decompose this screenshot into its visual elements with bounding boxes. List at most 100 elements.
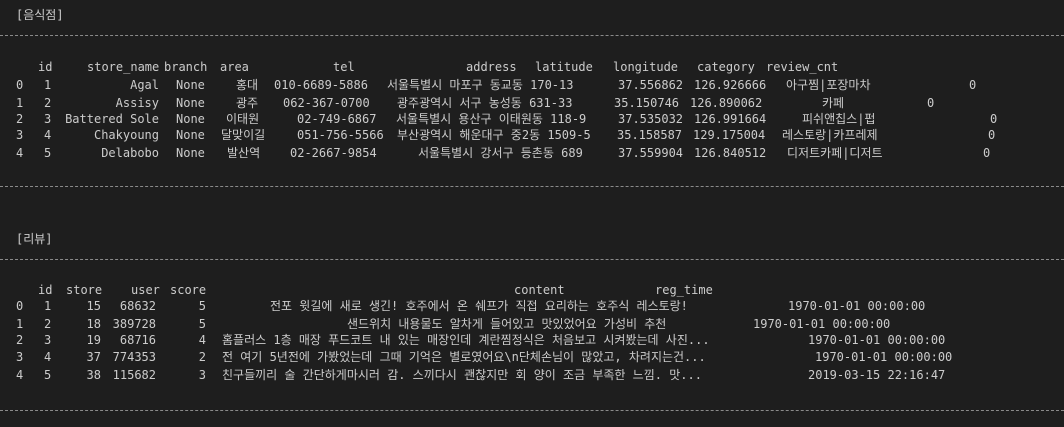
separator [0, 35, 1064, 36]
row-index: 1 [16, 96, 24, 110]
col-header-score: score [170, 283, 207, 297]
cell-id: 4 [44, 128, 52, 142]
cell-id: 4 [44, 350, 52, 364]
section-title-reviews: [리뷰] [16, 232, 53, 246]
col-header-id: id [38, 60, 53, 74]
cell-store-name: Agal [130, 78, 159, 92]
cell-area: 달맞이길 [221, 128, 266, 142]
cell-review-cnt: 0 [988, 128, 996, 142]
col-header-category: category [697, 60, 755, 74]
cell-content: 전 여기 5년전에 가봤었는데 그때 기억은 별로였어요\n단체손님이 많았고,… [222, 350, 706, 364]
col-header-store-name: store_name [87, 60, 160, 74]
cell-content: 홈플러스 1층 매장 푸드코트 내 있는 매장인데 계란찜정식은 처음보고 시켜… [222, 333, 710, 347]
cell-store: 38 [86, 368, 101, 382]
row-index: 1 [16, 317, 24, 331]
cell-reg-time: 1970-01-01 00:00:00 [808, 333, 946, 347]
cell-latitude: 35.158587 [617, 128, 683, 142]
cell-content: 전포 윗길에 새로 생긴! 호주에서 온 쉐프가 직접 요리하는 호주식 레스토… [270, 299, 688, 313]
cell-area: 광주 [236, 96, 259, 110]
cell-branch: None [176, 78, 205, 92]
cell-id: 2 [44, 317, 52, 331]
cell-id: 3 [44, 112, 52, 126]
row-index: 3 [16, 128, 24, 142]
col-header-store: store [66, 283, 103, 297]
cell-reg-time: 2019-03-15 22:16:47 [808, 368, 946, 382]
col-header-latitude: latitude [535, 60, 593, 74]
cell-review-cnt: 0 [969, 78, 977, 92]
cell-user: 68716 [119, 333, 156, 347]
separator [0, 186, 1064, 187]
cell-store-name: Delabobo [101, 146, 159, 160]
cell-review-cnt: 0 [983, 146, 991, 160]
cell-tel: 02-2667-9854 [290, 146, 377, 160]
col-header-id: id [38, 283, 53, 297]
cell-tel: 062-367-0700 [283, 96, 370, 110]
cell-address: 서울특별시 마포구 동교동 170-13 [387, 78, 574, 92]
cell-area: 발산역 [227, 146, 261, 160]
cell-user: 68632 [119, 299, 156, 313]
cell-id: 1 [44, 299, 52, 313]
cell-longitude: 126.890062 [690, 96, 763, 110]
cell-id: 5 [44, 368, 52, 382]
cell-store: 18 [86, 317, 101, 331]
cell-address: 광주광역시 서구 농성동 631-33 [397, 96, 573, 110]
cell-store-name: Assisy [115, 96, 159, 110]
cell-score: 5 [198, 317, 206, 331]
separator [0, 259, 1064, 260]
cell-id: 2 [44, 96, 52, 110]
cell-id: 1 [44, 78, 52, 92]
cell-latitude: 37.556862 [618, 78, 684, 92]
cell-score: 2 [198, 350, 206, 364]
cell-address: 서울특별시 강서구 등촌동 689 [418, 146, 583, 160]
col-header-address: address [466, 60, 517, 74]
col-header-user: user [131, 283, 160, 297]
cell-content: 친구들끼리 술 간단하게마시러 감. 스끼다시 괜찮지만 회 양이 조금 부족한… [222, 368, 702, 382]
cell-longitude: 129.175004 [693, 128, 766, 142]
cell-reg-time: 1970-01-01 00:00:00 [788, 299, 926, 313]
cell-category: 레스토랑|카프레제 [782, 128, 878, 142]
cell-longitude: 126.926666 [694, 78, 767, 92]
cell-tel: 051-756-5566 [297, 128, 384, 142]
col-header-area: area [220, 60, 249, 74]
separator [0, 410, 1064, 411]
row-index: 3 [16, 350, 24, 364]
row-index: 4 [16, 146, 24, 160]
row-index: 2 [16, 112, 24, 126]
cell-longitude: 126.840512 [694, 146, 767, 160]
cell-latitude: 37.535032 [618, 112, 684, 126]
cell-score: 3 [198, 368, 206, 382]
cell-id: 5 [44, 146, 52, 160]
cell-store-name: Chakyoung [93, 128, 159, 142]
cell-user: 115682 [112, 368, 156, 382]
cell-latitude: 37.559904 [618, 146, 684, 160]
cell-store: 19 [86, 333, 101, 347]
cell-branch: None [176, 128, 205, 142]
row-index: 2 [16, 333, 24, 347]
cell-reg-time: 1970-01-01 00:00:00 [753, 317, 891, 331]
cell-branch: None [176, 146, 205, 160]
cell-longitude: 126.991664 [694, 112, 767, 126]
col-header-reg-time: reg_time [655, 283, 713, 297]
cell-store-name: Battered Sole [65, 112, 159, 126]
cell-user: 774353 [112, 350, 156, 364]
row-index: 4 [16, 368, 24, 382]
cell-address: 부산광역시 해운대구 중2동 1509-5 [397, 128, 591, 142]
row-index: 0 [16, 78, 24, 92]
cell-branch: None [176, 112, 205, 126]
cell-reg-time: 1970-01-01 00:00:00 [815, 350, 953, 364]
cell-area: 이태원 [226, 112, 260, 126]
cell-review-cnt: 0 [927, 96, 935, 110]
col-header-tel: tel [333, 60, 355, 74]
col-header-content: content [514, 283, 565, 297]
cell-store: 37 [86, 350, 101, 364]
cell-area: 홍대 [236, 78, 259, 92]
cell-address: 서울특별시 용산구 이태원동 118-9 [396, 112, 587, 126]
cell-score: 5 [198, 299, 206, 313]
cell-store: 15 [86, 299, 101, 313]
col-header-branch: branch [164, 60, 208, 74]
cell-tel: 010-6689-5886 [274, 78, 368, 92]
cell-category: 아구찜|포장마차 [786, 78, 871, 92]
cell-category: 카페 [822, 96, 845, 110]
cell-score: 4 [198, 333, 206, 347]
